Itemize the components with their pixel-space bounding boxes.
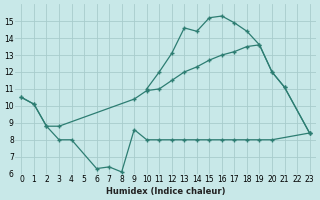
X-axis label: Humidex (Indice chaleur): Humidex (Indice chaleur) xyxy=(106,187,225,196)
